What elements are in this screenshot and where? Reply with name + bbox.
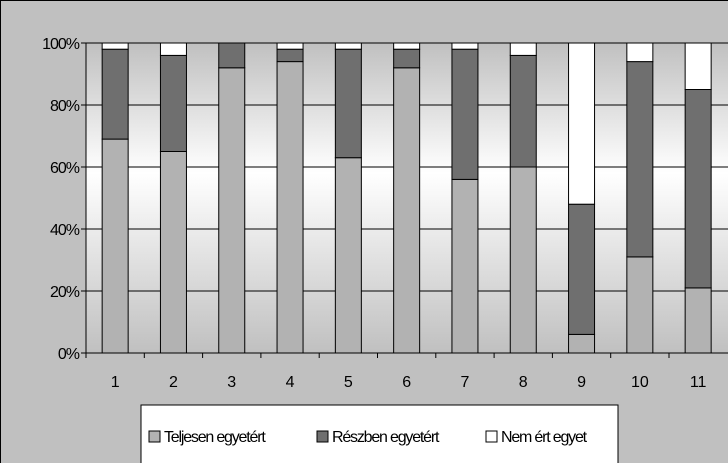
y-axis: 0% 20% 40% 60% 80% 100% <box>42 36 87 363</box>
bar-segment <box>393 67 421 354</box>
bar-segment <box>276 42 304 50</box>
bar-segment <box>568 333 596 354</box>
x-tick-label: 2 <box>169 374 178 391</box>
bar-segment <box>509 54 537 168</box>
x-tick-label: 9 <box>577 374 586 391</box>
bar-segment <box>334 42 362 50</box>
bar-segment <box>451 178 479 354</box>
bar-segment <box>626 61 654 258</box>
bar-segment <box>684 287 712 354</box>
bar-segment <box>626 256 654 354</box>
bars <box>101 42 712 354</box>
legend: Teljesen egyetért Részben egyetért Nem ért… <box>140 404 619 463</box>
bar-segment <box>568 42 596 205</box>
bar-segment <box>334 157 362 354</box>
x-tick-label: 7 <box>460 374 469 391</box>
x-tick-label: 1 <box>111 374 120 391</box>
x-tick-label: 11 <box>690 374 707 391</box>
legend-label: Teljesen egyetért <box>164 429 266 446</box>
bar-segment <box>101 138 129 354</box>
bar-segment <box>334 48 362 159</box>
bar-segment <box>218 42 246 69</box>
bar-segment <box>101 42 129 50</box>
bar-segment <box>684 42 712 90</box>
x-tick-label: 4 <box>286 374 295 391</box>
bar-segment <box>276 48 304 63</box>
y-tick-label: 100% <box>42 36 80 53</box>
bar-segment <box>509 42 537 56</box>
x-tick-label: 6 <box>402 374 411 391</box>
x-axis: 1 2 3 4 5 6 7 8 9 10 11 <box>85 352 728 391</box>
bar-segment <box>568 203 596 335</box>
bar-segment <box>626 42 654 63</box>
y-tick-label: 0% <box>58 346 80 363</box>
y-tick-label: 20% <box>50 284 80 301</box>
bar-segment <box>393 48 421 69</box>
bar-segment <box>101 48 129 140</box>
x-tick-label: 5 <box>344 374 353 391</box>
bar-segment <box>159 151 187 354</box>
bar-segment <box>451 48 479 180</box>
bar-segment <box>509 166 537 354</box>
legend-swatch <box>485 430 498 443</box>
legend-swatch <box>148 430 161 443</box>
bar-segment <box>218 67 246 354</box>
bar-segment <box>276 61 304 354</box>
bar-segment <box>393 42 421 50</box>
bar-segment <box>159 54 187 152</box>
y-tick-label: 40% <box>50 222 80 239</box>
y-tick-label: 80% <box>50 98 80 115</box>
x-tick-label: 8 <box>519 374 528 391</box>
legend-swatch <box>316 430 329 443</box>
bar-segment <box>159 42 187 56</box>
y-tick-label: 60% <box>50 160 80 177</box>
x-tick-label: 10 <box>631 374 649 391</box>
bar-segment <box>684 89 712 289</box>
legend-box <box>140 404 619 463</box>
x-tick-label: 3 <box>227 374 236 391</box>
legend-label: Nem ért egyet <box>501 429 588 446</box>
bar-segment <box>451 42 479 50</box>
legend-label: Részben egyetért <box>332 429 440 446</box>
